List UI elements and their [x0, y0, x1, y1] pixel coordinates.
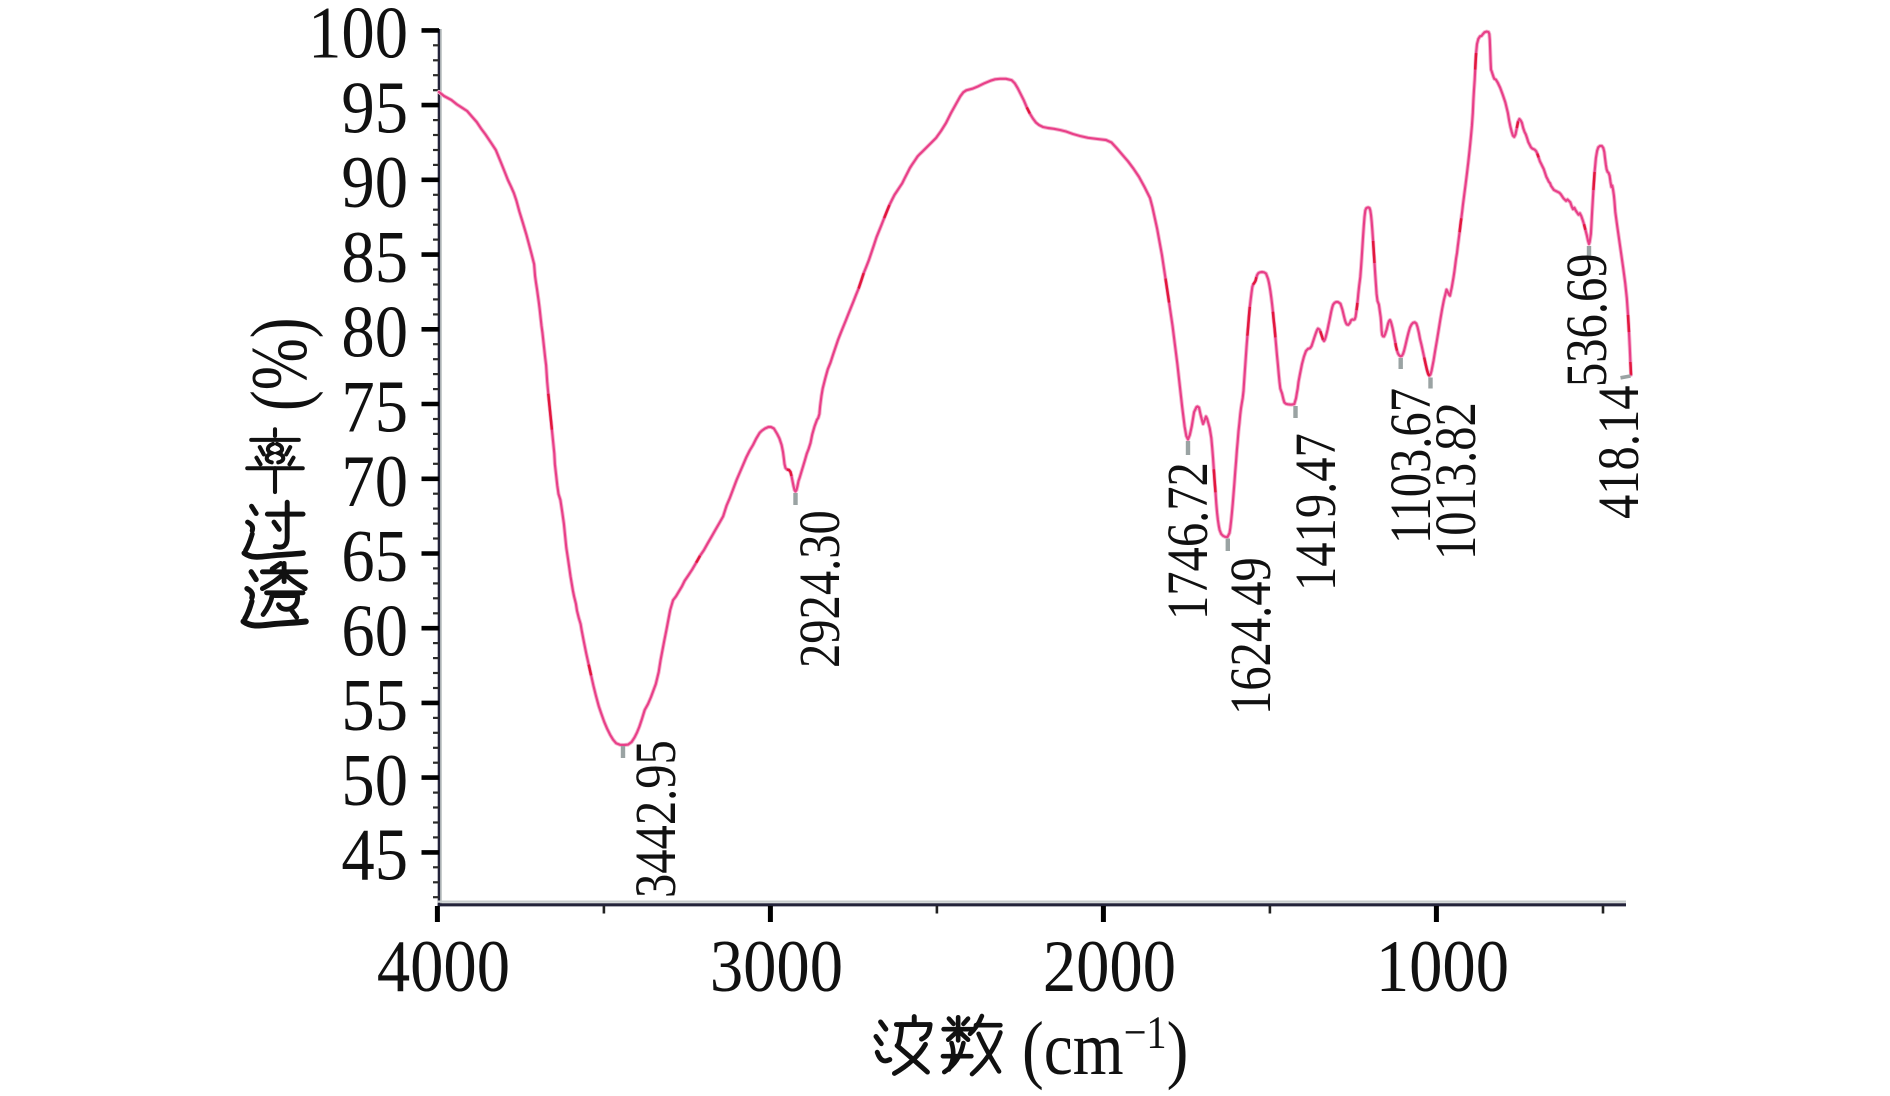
svg-text:55: 55 — [341, 665, 408, 747]
svg-text:536.69: 536.69 — [1554, 253, 1619, 387]
svg-text:100: 100 — [308, 0, 408, 75]
svg-text:4000: 4000 — [377, 926, 510, 1008]
svg-text:65: 65 — [341, 516, 408, 598]
svg-text:2000: 2000 — [1043, 926, 1176, 1008]
svg-text:1103.67: 1103.67 — [1378, 388, 1443, 544]
svg-text:3442.95: 3442.95 — [623, 740, 688, 898]
svg-text:(%): (%) — [235, 317, 324, 411]
svg-text:75: 75 — [341, 366, 408, 448]
svg-text:45: 45 — [341, 815, 408, 897]
svg-text:1013.82: 1013.82 — [1423, 402, 1488, 560]
svg-text:50: 50 — [341, 740, 408, 822]
svg-text:418.14: 418.14 — [1586, 385, 1651, 519]
svg-text:1624.49: 1624.49 — [1218, 557, 1283, 715]
svg-text:1746.72: 1746.72 — [1155, 462, 1220, 620]
svg-text:70: 70 — [341, 441, 408, 523]
svg-text:3000: 3000 — [710, 926, 843, 1008]
svg-text:(cm−1): (cm−1) — [1022, 1007, 1188, 1091]
svg-text:80: 80 — [341, 291, 408, 373]
svg-text:95: 95 — [341, 67, 408, 149]
svg-text:1419.47: 1419.47 — [1283, 433, 1348, 591]
svg-text:2924.30: 2924.30 — [787, 510, 852, 668]
svg-text:85: 85 — [341, 217, 408, 299]
svg-text:90: 90 — [341, 142, 408, 224]
svg-text:1000: 1000 — [1376, 926, 1509, 1008]
svg-text:60: 60 — [341, 590, 408, 672]
